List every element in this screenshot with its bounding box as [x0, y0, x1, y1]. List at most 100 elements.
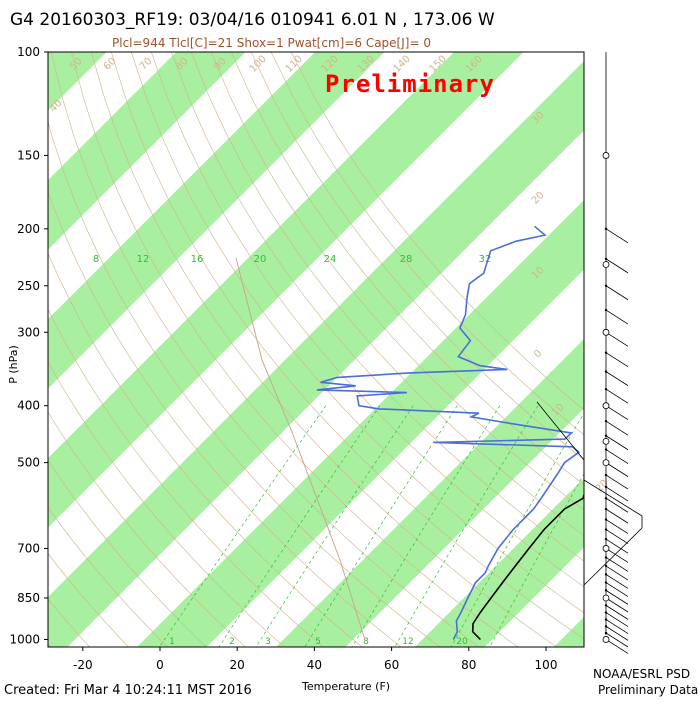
wind-barb: [605, 538, 629, 554]
wind-barb: [605, 626, 629, 641]
wind-dot: [604, 581, 608, 584]
isotherm-band: [693, 52, 700, 647]
isotherm-label: 20: [594, 478, 611, 495]
temperature-tick-label: 80: [461, 658, 476, 672]
isotherm-band: [48, 52, 524, 528]
isotherm-band: [414, 477, 584, 647]
wind-dot: [604, 257, 608, 261]
calm-circle: [602, 261, 610, 268]
wind-barb: [605, 619, 629, 634]
mixing-ratio-label: 20: [456, 637, 468, 647]
pressure-tick-label: 400: [17, 399, 40, 413]
dry-adiabat: [48, 308, 324, 647]
dry-adiabat: [48, 120, 441, 647]
wind-dot: [604, 618, 608, 621]
credit-org: NOAA/ESRL PSD: [593, 667, 691, 681]
preliminary-watermark: Preliminary: [325, 70, 495, 98]
pressure-tick-label: 500: [17, 456, 40, 470]
isotherm-label: 70: [138, 56, 155, 73]
dry-adiabat: [48, 506, 168, 647]
credit-note: Preliminary Data: [598, 683, 699, 697]
wind-dot: [604, 434, 608, 437]
sounding-profiles: [316, 225, 584, 641]
mixing-ratio-line: [394, 405, 539, 647]
dry-adiabat: [48, 361, 285, 647]
wind-barb-column: [536, 52, 643, 654]
plot-border: [47, 51, 585, 648]
pressure-tick-label: 850: [17, 591, 40, 605]
wind-barb: [605, 605, 629, 620]
x-axis-label: Temperature (F): [302, 680, 391, 693]
calm-circle: [602, 594, 610, 602]
isotherm-label: 0: [532, 348, 544, 360]
isotherm-band: [48, 52, 107, 111]
pressure-tick-label: 1000: [9, 632, 40, 646]
mixing-ratio-line: [351, 405, 501, 647]
temperature-tick-label: 20: [230, 658, 245, 672]
temperature-tick-label: 40: [307, 658, 322, 672]
isotherm-band: [48, 61, 584, 647]
calm-circle: [602, 402, 610, 410]
y-axis-label: P (hPa): [6, 345, 20, 384]
wind-barb: [605, 639, 629, 654]
wind-barb: [605, 508, 629, 524]
temperature-line: [471, 492, 584, 641]
wind-dot: [604, 227, 608, 231]
mixing-ratio-label: 8: [363, 637, 369, 647]
wind-dot: [604, 537, 608, 541]
dry-adiabat: [48, 459, 207, 647]
dewpoint-line: [316, 225, 581, 640]
wind-dot: [604, 351, 608, 354]
mixing-ratio-label: 20: [254, 254, 267, 265]
mixing-ratio-label: 16: [191, 254, 204, 265]
wind-barb: [605, 331, 629, 347]
page-title: G4 20160303_RF19: 03/04/16 010941 6.01 N…: [10, 10, 495, 30]
mixing-ratio-label: 1: [169, 637, 175, 647]
wind-dot: [604, 604, 608, 607]
wind-dot: [604, 284, 608, 287]
mixing-ratio-line: [489, 472, 584, 647]
dry-adiabat: [48, 252, 363, 647]
dry-adiabat: [290, 52, 584, 411]
wind-dot: [604, 485, 608, 489]
isotherm-bands: [48, 52, 700, 647]
dry-adiabat: [110, 52, 584, 640]
wind-dot: [604, 473, 608, 477]
isotherm-band: [275, 338, 584, 647]
wind-barb: [605, 597, 629, 613]
wind-barb: [605, 497, 629, 513]
wind-barb: [605, 405, 629, 421]
dry-adiabat: [170, 52, 584, 562]
temperature-tick-label: 0: [156, 658, 164, 672]
wind-dot: [604, 631, 608, 635]
pressure-tick-label: 300: [17, 325, 40, 339]
wind-barb: [605, 420, 629, 436]
wind-barb: [605, 388, 629, 404]
wind-barb: [605, 612, 629, 627]
wind-barb: [605, 548, 629, 563]
pressure-tick-label: 100: [17, 45, 40, 59]
wind-dot: [604, 497, 608, 500]
dry-adiabat: [71, 52, 519, 647]
wind-barb: [605, 285, 629, 301]
wind-barb: [605, 474, 629, 490]
isotherm-band: [48, 52, 246, 250]
wind-dot: [604, 611, 608, 614]
wind-dot: [604, 370, 608, 373]
mixing-ratio-label: 8: [93, 254, 99, 265]
temperature-tick-label: 100: [535, 658, 558, 672]
wind-dot: [604, 448, 608, 451]
parcel-line: [235, 257, 366, 641]
wind-barb: [605, 352, 629, 368]
mixing-ratio-lines: 8 12 16 20 24 28 321 2 3 5 8 12 20: [93, 254, 584, 647]
dry-adiabat: [48, 598, 91, 647]
created-timestamp: Created: Fri Mar 4 10:24:11 MST 2016: [4, 683, 252, 698]
mixing-ratio-label: 5: [315, 637, 321, 647]
dry-adiabat: [190, 52, 584, 536]
wind-barb: [605, 519, 629, 534]
wind-barb: [605, 435, 629, 451]
dry-adiabat: [230, 52, 584, 486]
wind-dot: [604, 556, 608, 559]
wind-barb: [605, 228, 629, 244]
